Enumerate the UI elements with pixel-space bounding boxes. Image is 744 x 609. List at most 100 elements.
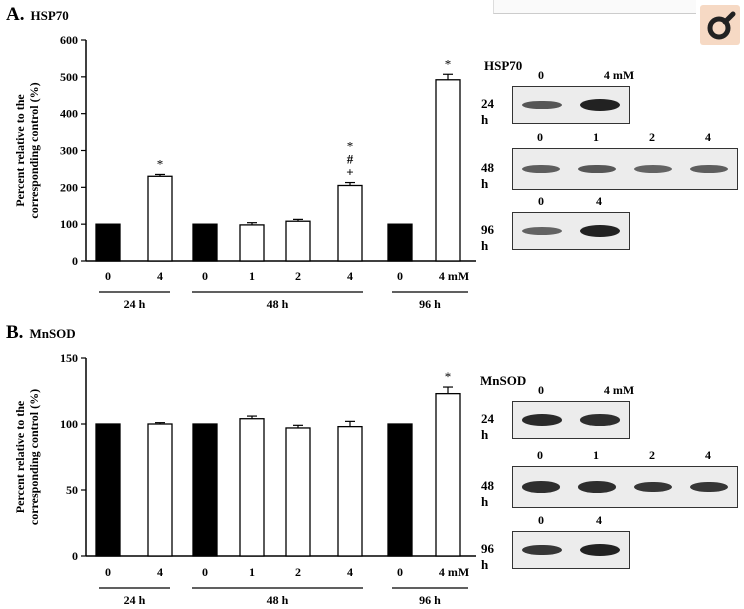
y-axis-label-line1: Percent relative to the (13, 94, 27, 207)
significance-mark: * (157, 156, 164, 171)
bar (387, 423, 413, 557)
logo-icon (707, 11, 736, 40)
bar (435, 392, 461, 557)
bar (435, 79, 461, 262)
category-label: 2 (295, 565, 301, 579)
bar (285, 427, 311, 557)
significance-mark: * (445, 56, 452, 71)
category-label: 1 (249, 565, 255, 579)
blot-title: MnSOD (480, 373, 527, 388)
group-label: 96 h (419, 297, 441, 311)
blot-band (522, 227, 562, 235)
blot-band (580, 544, 620, 556)
category-label: 4 mM (439, 269, 469, 283)
blot-band (522, 544, 562, 556)
category-label: 0 (105, 269, 111, 283)
significance-mark: # (347, 152, 354, 167)
blot-band (577, 481, 617, 493)
blot-lane-label: 2 (649, 448, 655, 462)
blot-lane-label: 4 (705, 130, 711, 144)
blot-band (580, 414, 620, 426)
y-tick-label: 500 (60, 70, 78, 84)
blot-membrane (512, 401, 630, 439)
category-label: 0 (202, 565, 208, 579)
blot-membrane (512, 531, 630, 569)
blot-band (522, 100, 562, 110)
group-label: 48 h (267, 593, 289, 607)
bar (239, 418, 265, 557)
group-label: 96 h (419, 593, 441, 607)
category-label: 0 (202, 269, 208, 283)
significance-mark: * (347, 139, 354, 154)
bar (95, 423, 121, 557)
blot-lane-label: 0 (537, 448, 543, 462)
blot-time-label: 48 h (481, 160, 494, 191)
blot-band (580, 99, 620, 111)
blot-lane-label: 0 (538, 194, 544, 208)
blot-band (633, 481, 673, 493)
significance-mark: * (445, 369, 452, 384)
category-label: 0 (397, 565, 403, 579)
chart-mnsod: 0 50 1 0 0 150 Percent relative to the correspo… (13, 351, 476, 607)
y-tick-label: 0 (72, 549, 78, 563)
bar (192, 423, 218, 557)
category-label: 1 (249, 269, 255, 283)
y-tick-label: 600 (60, 33, 78, 47)
y-tick-label: 50 (66, 483, 78, 497)
bar (239, 224, 265, 262)
blot-time-label: 96 h (481, 222, 494, 253)
blot-lane-label: 4 (596, 513, 602, 527)
bar (95, 223, 121, 262)
y-axis-label-line1: Percent relative to the (13, 400, 27, 513)
blot-band (633, 165, 673, 173)
top-bar (493, 0, 696, 14)
category-label: 0 (105, 565, 111, 579)
significance-mark: + (346, 165, 353, 180)
y-tick-label: 150 (60, 351, 78, 365)
blot-title: HSP70 (484, 58, 523, 73)
bar (147, 423, 173, 557)
blot-lane-label: 0 (538, 68, 544, 82)
blot-membrane (512, 212, 630, 250)
group-label: 24 h (124, 593, 146, 607)
y-axis-label: Percent relative to the corresponding con… (13, 82, 41, 218)
y-tick-label: 100 (60, 217, 78, 231)
bar (337, 184, 363, 262)
blot-time-label: 24 h (481, 411, 494, 442)
panel-a-label: A. HSP70 (6, 4, 69, 25)
y-axis-label: Percent relative to the corresponding con… (13, 389, 41, 525)
logo (700, 5, 740, 45)
blot-time-label: 96 h (481, 541, 494, 572)
blot-lane-label: 0 (538, 513, 544, 527)
blot-membrane (512, 86, 630, 124)
y-axis-label-line2: corresponding control (%) (27, 82, 41, 218)
category-label: 4 (157, 565, 163, 579)
blot-time-label: 24 h (481, 96, 494, 127)
blot-band (689, 481, 729, 493)
bar (192, 223, 218, 262)
y-tick-label: 200 (60, 180, 78, 194)
category-label: 4 mM (439, 565, 469, 579)
category-label: 4 (347, 269, 353, 283)
y-axis-label-line2: corresponding control (%) (27, 389, 41, 525)
panel-b-label: B. MnSOD (6, 322, 76, 343)
group-label: 24 h (124, 297, 146, 311)
y-tick-label: 300 (60, 144, 78, 158)
category-label: 4 (157, 269, 163, 283)
bar (147, 175, 173, 262)
blot-lane-label: 4 (705, 448, 711, 462)
blot-lane-label: 4 (596, 194, 602, 208)
blot-lane-label: 0 (538, 383, 544, 397)
bar (387, 223, 413, 262)
group-label: 48 h (267, 297, 289, 311)
category-label: 2 (295, 269, 301, 283)
blot-lane-label: 1 (593, 448, 599, 462)
blot-band (521, 481, 561, 493)
blot-band (689, 164, 729, 174)
category-label: 4 (347, 565, 353, 579)
blot-band (580, 225, 620, 237)
blot-lane-label: 2 (649, 130, 655, 144)
bar (285, 220, 311, 262)
blot-lane-label: 4 mM (603, 68, 635, 82)
